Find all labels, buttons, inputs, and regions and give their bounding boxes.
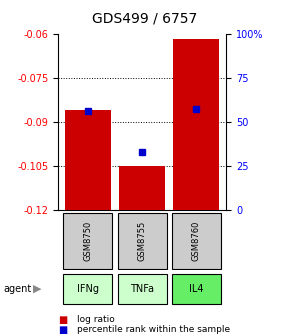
FancyBboxPatch shape [118, 213, 166, 269]
Text: ■: ■ [58, 315, 67, 325]
Bar [173, 39, 220, 210]
FancyBboxPatch shape [118, 274, 166, 304]
Text: GSM8760: GSM8760 [192, 221, 201, 261]
FancyBboxPatch shape [64, 213, 112, 269]
FancyBboxPatch shape [172, 274, 221, 304]
Text: agent: agent [3, 284, 31, 294]
FancyBboxPatch shape [64, 274, 112, 304]
Text: TNFa: TNFa [130, 284, 154, 294]
Text: IL4: IL4 [189, 284, 204, 294]
Text: GSM8750: GSM8750 [83, 221, 92, 261]
Text: ▶: ▶ [33, 284, 42, 294]
Text: log ratio: log ratio [77, 316, 115, 324]
Text: GDS499 / 6757: GDS499 / 6757 [93, 12, 197, 26]
Text: IFNg: IFNg [77, 284, 99, 294]
Text: ■: ■ [58, 325, 67, 335]
FancyBboxPatch shape [172, 213, 221, 269]
Text: percentile rank within the sample: percentile rank within the sample [77, 326, 230, 334]
Bar [119, 166, 165, 210]
Text: GSM8755: GSM8755 [137, 221, 147, 261]
Bar [65, 110, 111, 210]
